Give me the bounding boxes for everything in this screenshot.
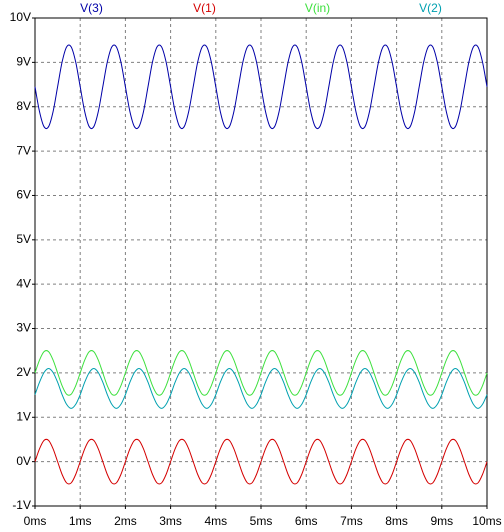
legend-entry: V(in) — [305, 1, 330, 15]
x-tick-label: 5ms — [250, 514, 273, 528]
line-series — [34, 44, 488, 130]
y-tick-label: 4V — [16, 276, 31, 290]
y-tick-label: 7V — [16, 143, 31, 157]
x-tick-label: 1ms — [69, 514, 92, 528]
y-tick-label: 1V — [16, 409, 31, 423]
y-tick-label: 3V — [16, 321, 31, 335]
legend-entry: V(1) — [193, 1, 216, 15]
y-tick-label: 2V — [16, 365, 31, 379]
x-tick-label: 7ms — [340, 514, 363, 528]
y-tick-label: 6V — [16, 188, 31, 202]
legend-entry: V(3) — [80, 1, 103, 15]
y-tick-label: 0V — [16, 454, 31, 468]
x-tick-label: 4ms — [204, 514, 227, 528]
legend-entry: V(2) — [419, 1, 442, 15]
line-series — [34, 350, 488, 396]
x-tick-label: 10ms — [472, 514, 501, 528]
x-tick-label: 3ms — [159, 514, 182, 528]
y-tick-label: 9V — [16, 55, 31, 69]
y-tick-label: 8V — [16, 99, 31, 113]
plot-frame — [34, 17, 488, 507]
line-series — [34, 367, 488, 409]
x-tick-label: 0ms — [24, 514, 47, 528]
x-tick-label: 6ms — [295, 514, 318, 528]
x-tick-label: 9ms — [430, 514, 453, 528]
y-tick-label: -1V — [12, 498, 31, 512]
x-tick-label: 8ms — [385, 514, 408, 528]
line-series — [34, 438, 488, 485]
x-tick-label: 2ms — [114, 514, 137, 528]
y-tick-label: 5V — [16, 232, 31, 246]
y-tick-label: 10V — [10, 10, 31, 24]
